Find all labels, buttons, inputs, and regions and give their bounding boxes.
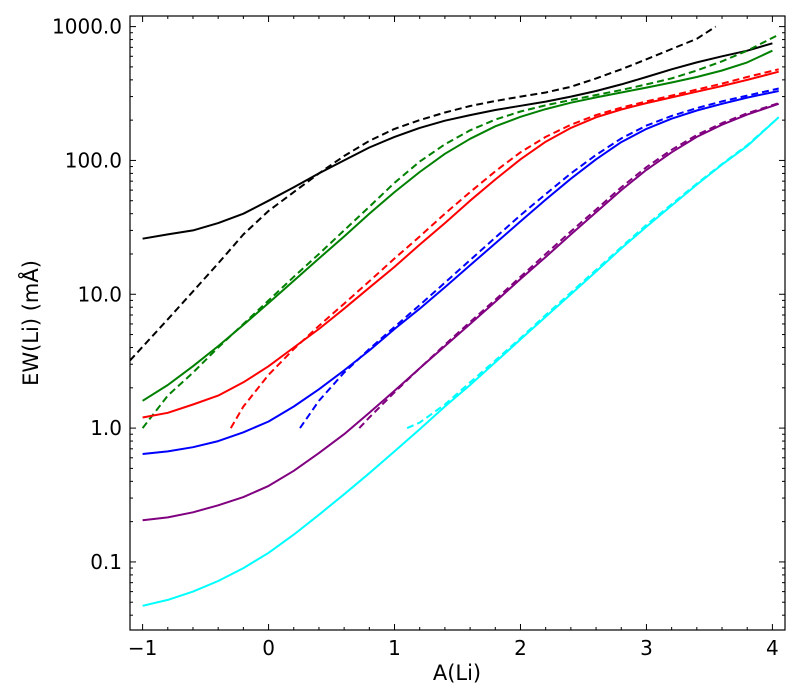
series-line-4-solid bbox=[142, 70, 779, 419]
series-line-7-dashed bbox=[299, 87, 779, 429]
series-line-0-solid bbox=[142, 42, 773, 240]
x-tick-label: 0 bbox=[262, 636, 275, 660]
x-tick-label: 2 bbox=[514, 636, 527, 660]
y-tick-label: 100.0 bbox=[65, 148, 122, 172]
series-line-5-dashed bbox=[229, 68, 779, 429]
plot-frame bbox=[129, 15, 786, 631]
x-axis-label: A(Li) bbox=[433, 661, 481, 685]
series-line-8-solid bbox=[142, 102, 780, 522]
y-axis-label: EW(Li) (mÅ) bbox=[17, 260, 43, 386]
series-line-6-solid bbox=[142, 90, 779, 455]
series-line-3-dashed bbox=[141, 33, 780, 429]
y-tick-label: 0.1 bbox=[90, 550, 122, 574]
ticks-layer: −1 0 1 2 3 4 0.1 1.0 10.0 100.0 1000.0 bbox=[52, 15, 785, 660]
series-line-1-dashed bbox=[130, 25, 717, 362]
x-tick-label: 4 bbox=[766, 636, 779, 660]
x-tick-label: 1 bbox=[388, 636, 401, 660]
series-line-2-solid bbox=[142, 49, 773, 402]
series-line-9-dashed bbox=[358, 102, 780, 429]
x-tick-label: −1 bbox=[128, 636, 157, 660]
y-tick-label: 10.0 bbox=[77, 282, 122, 306]
y-tick-label: 1.0 bbox=[90, 416, 122, 440]
series-line-10-solid bbox=[142, 116, 780, 607]
y-tick-label: 1000.0 bbox=[52, 15, 122, 39]
series-line-11-dashed bbox=[406, 116, 780, 430]
series-layer bbox=[130, 25, 780, 607]
x-tick-label: 3 bbox=[640, 636, 653, 660]
